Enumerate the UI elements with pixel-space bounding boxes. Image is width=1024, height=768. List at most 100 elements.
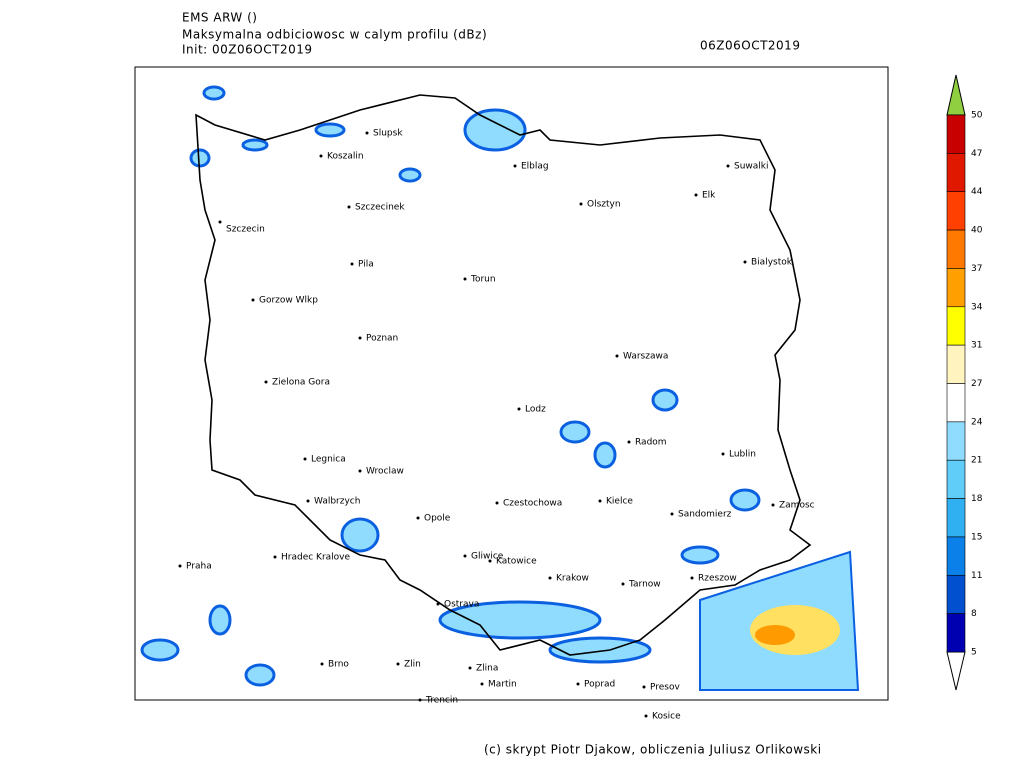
city-label: Kielce bbox=[606, 497, 633, 507]
city-marker bbox=[273, 555, 277, 559]
city-marker bbox=[743, 260, 747, 264]
city-marker bbox=[690, 576, 694, 580]
colorbar-label: 27 bbox=[971, 379, 982, 389]
city-labels: Slupsk Koszalin Elblag Suwalki Elk Olsztyn Szc… bbox=[178, 129, 815, 722]
city-label: Elblag bbox=[521, 162, 549, 172]
city-marker bbox=[347, 205, 351, 209]
city-label: Radom bbox=[635, 438, 667, 448]
city-marker bbox=[319, 154, 323, 158]
city-label: Pila bbox=[358, 260, 374, 270]
city-label: Poprad bbox=[584, 680, 615, 690]
city-label: Krakow bbox=[556, 574, 589, 584]
city-marker bbox=[670, 512, 674, 516]
colorbar-segment bbox=[946, 229, 966, 269]
city-label: Poznan bbox=[366, 334, 398, 344]
colorbar-segment bbox=[946, 613, 966, 653]
colorbar-segment bbox=[946, 383, 966, 423]
city-marker bbox=[418, 698, 422, 702]
poland-border bbox=[195, 94, 812, 656]
colorbar-label: 40 bbox=[971, 226, 983, 236]
colorbar-label: 5 bbox=[971, 648, 977, 658]
city-marker bbox=[576, 682, 580, 686]
city-marker bbox=[264, 380, 268, 384]
city-label: Szczecin bbox=[226, 225, 265, 235]
city-label: Zlina bbox=[476, 664, 498, 674]
city-label: Brno bbox=[328, 660, 349, 670]
city-label: Gliwice bbox=[471, 552, 504, 562]
city-marker bbox=[694, 193, 698, 197]
city-marker bbox=[548, 576, 552, 580]
city-marker bbox=[468, 666, 472, 670]
city-marker bbox=[615, 354, 619, 358]
city-label: Torun bbox=[470, 275, 496, 285]
colorbar-segment bbox=[946, 498, 966, 538]
colorbar-label: 50 bbox=[971, 111, 983, 121]
city-marker bbox=[358, 469, 362, 473]
city-marker bbox=[642, 685, 646, 689]
colorbar-label: 8 bbox=[971, 609, 977, 619]
city-marker bbox=[579, 202, 583, 206]
city-label: Zlin bbox=[404, 660, 421, 670]
city-marker bbox=[358, 336, 362, 340]
colorbar-over bbox=[946, 74, 966, 116]
map-title: Maksymalna odbiciowosc w calym profilu (… bbox=[182, 28, 487, 42]
city-label: Lodz bbox=[525, 405, 546, 415]
city-marker bbox=[306, 499, 310, 503]
city-marker bbox=[644, 714, 648, 718]
colorbar-label: 37 bbox=[971, 264, 982, 274]
city-label: Szczecinek bbox=[355, 203, 405, 213]
city-label: Koszalin bbox=[327, 152, 364, 162]
city-marker bbox=[350, 262, 354, 266]
colorbar-label: 31 bbox=[971, 341, 982, 351]
model-name: EMS ARW () bbox=[182, 11, 257, 25]
colorbar-label: 18 bbox=[971, 494, 983, 504]
city-label: Martin bbox=[488, 680, 517, 690]
city-marker bbox=[303, 457, 307, 461]
colorbar-label: 21 bbox=[971, 456, 982, 466]
city-marker bbox=[463, 554, 467, 558]
city-label: Slupsk bbox=[373, 129, 403, 139]
colorbar-segment bbox=[946, 191, 966, 231]
city-marker bbox=[726, 164, 730, 168]
city-marker bbox=[627, 440, 631, 444]
colorbar-label: 34 bbox=[971, 302, 983, 312]
map bbox=[134, 66, 889, 701]
city-label: Zamosc bbox=[779, 501, 815, 511]
colorbar-segment bbox=[946, 114, 966, 154]
city-marker bbox=[480, 682, 484, 686]
footer-credit: (c) skrypt Piotr Djakow, obliczenia Juli… bbox=[484, 743, 822, 757]
city-label: Suwalki bbox=[734, 162, 769, 172]
colorbar-label: 11 bbox=[971, 571, 982, 581]
city-label: Opole bbox=[424, 514, 451, 524]
city-label: Olsztyn bbox=[587, 200, 621, 210]
city-marker bbox=[178, 564, 182, 568]
city-label: Zielona Gora bbox=[272, 378, 330, 388]
colorbar-under bbox=[946, 651, 966, 691]
city-label: Presov bbox=[650, 683, 681, 693]
valid-time: 06Z06OCT2019 bbox=[700, 39, 800, 53]
city-label: Ostrava bbox=[444, 600, 479, 610]
city-marker bbox=[463, 277, 467, 281]
city-marker bbox=[598, 499, 602, 503]
colorbar-segment bbox=[946, 459, 966, 499]
city-label: Rzeszow bbox=[698, 574, 737, 584]
city-marker bbox=[218, 220, 222, 224]
colorbar-label: 24 bbox=[971, 417, 983, 427]
colorbar-segment bbox=[946, 306, 966, 346]
city-label: Legnica bbox=[311, 455, 346, 465]
city-label: Sandomierz bbox=[678, 510, 732, 520]
city-label: Tarnow bbox=[628, 580, 661, 590]
colorbar-label: 15 bbox=[971, 532, 982, 542]
colorbar-segment bbox=[946, 536, 966, 576]
reflectivity bbox=[140, 85, 761, 687]
colorbar-label: 47 bbox=[971, 149, 982, 159]
storm-core bbox=[755, 625, 795, 645]
city-label: Gorzow Wlkp bbox=[259, 296, 318, 306]
city-marker bbox=[396, 662, 400, 666]
city-marker bbox=[517, 407, 521, 411]
city-label: Czestochowa bbox=[503, 499, 562, 509]
city-marker bbox=[488, 559, 492, 563]
city-label: Walbrzych bbox=[314, 497, 360, 507]
city-label: Wroclaw bbox=[366, 467, 404, 477]
